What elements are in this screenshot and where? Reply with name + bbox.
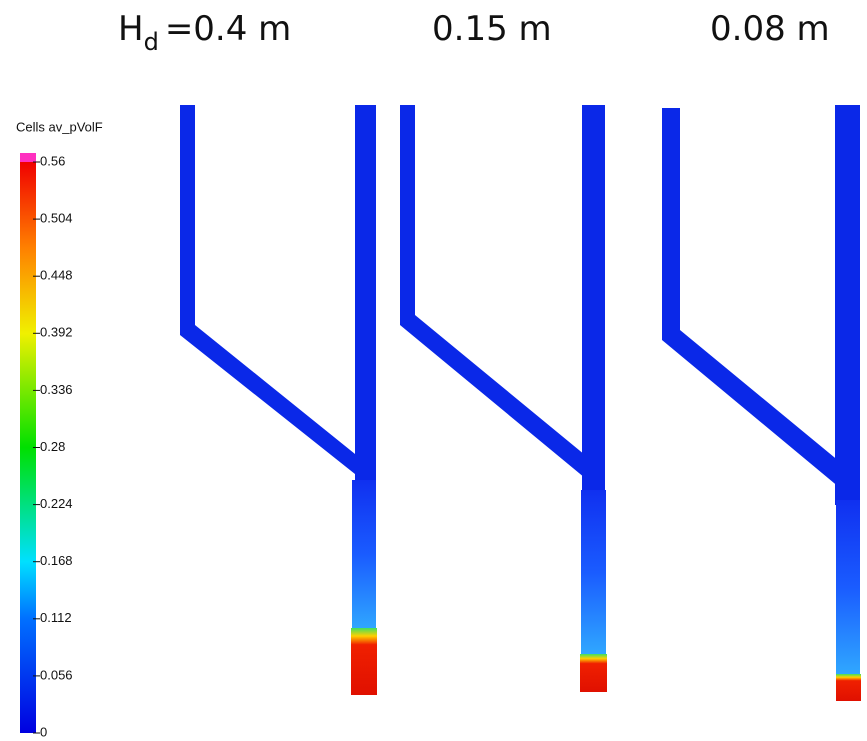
colorbar — [20, 162, 36, 733]
colorbar-tick-label: 0.28 — [40, 439, 65, 454]
colorbar-cap — [20, 153, 36, 162]
colorbar-tick-label: 0.168 — [40, 553, 73, 568]
colorbar-tick-label: 0.504 — [40, 211, 73, 226]
panel-title: 0.08 m — [710, 9, 830, 49]
colorbar-tick-label: 0.448 — [40, 268, 73, 283]
colorbar-tick-label: 0.112 — [40, 610, 72, 625]
pipe — [180, 105, 377, 695]
panel-title: 0.15 m — [432, 9, 552, 49]
colorbar-tick-label: 0.56 — [40, 153, 65, 168]
colorbar-title: Cells av_pVolF — [16, 119, 103, 134]
colorbar-tick-label: 0.224 — [40, 496, 73, 511]
colorbar-tick-label: 0.056 — [40, 667, 73, 682]
pipe — [662, 105, 861, 701]
colorbar-tick-label: 0.336 — [40, 382, 73, 397]
pipe — [400, 105, 607, 692]
colorbar-tick-label: 0 — [40, 724, 47, 739]
colorbar-tick-label: 0.392 — [40, 325, 73, 340]
panel-title: Hd =0.4 m — [118, 9, 291, 56]
